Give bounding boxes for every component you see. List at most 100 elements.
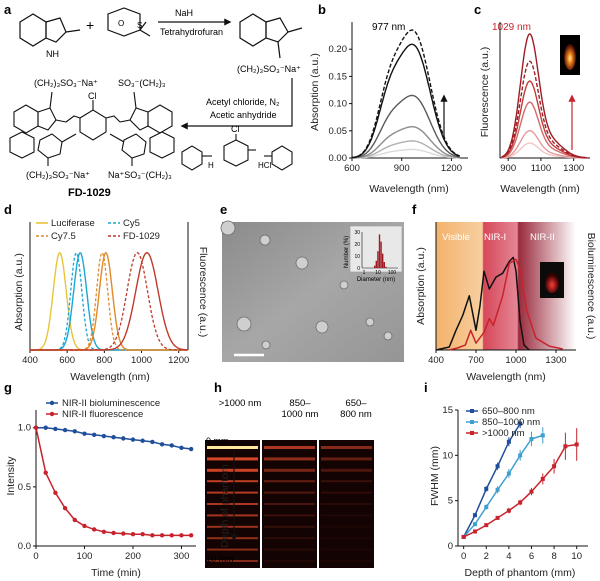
panel-e-histogram-bar [385,266,387,268]
panel-e-inset-xtick: 10 [375,270,381,276]
panel-f-vial-glow [545,273,559,293]
panel-c-ylabel: Fluorescence (a.u.) [479,47,491,137]
intermediate-structure [239,13,303,59]
phantom-stripe [321,537,372,540]
panel-h-col-2-line-1: 850– [289,398,311,409]
phantom-stripe [207,503,258,505]
panel-i-data-point [540,433,545,438]
panel-g-legend-marker [49,400,55,406]
panel-i-data-point [563,444,568,449]
panel-g-data-point [111,530,116,536]
phantom-stripe [264,480,315,483]
phantom-stripe [207,514,258,517]
phantom-stripe [207,468,258,472]
reagent-2: Acetic anhydride [210,110,277,120]
panel-i-data-point [529,489,534,494]
panel-e-tem: e 1 10 100 0 10 20 30 Number (%) Diameter (nm) [220,202,404,362]
phantom-stripe [207,446,258,449]
panel-d-spectra-chart: d 400 600 800 1000 1200 Luciferase Cy5 Cy7.5 FD… [4,202,209,383]
panel-e-histogram-bar [380,241,382,268]
panel-f-xlabel: Wavelength (nm) [466,371,546,383]
panel-g-legend-label: NIR-II bioluminescence [62,398,160,409]
phantom-stripe [264,468,315,472]
panel-g-xlabel: Time (min) [91,567,141,579]
panel-g-data-point [72,429,77,434]
panel-b-ytick-label: 0.10 [329,99,348,110]
panel-g-ytick-label: 1.0 [18,423,31,434]
linker-cl-label: Cl [231,124,240,134]
phantom-stripe [264,503,315,505]
panel-c-fluorescence-chart: c 1029 nm 900 1100 1300 Wavelength (nm) Fl… [474,2,590,195]
panel-b-series-line [352,148,460,159]
phantom-stripe [321,514,372,517]
panel-h-depth-top: 0 mm [206,436,229,446]
panel-d-absorption-line [30,251,188,351]
panel-d-emission-line [30,251,188,351]
sultone-structure [107,7,151,37]
panel-i-ytick-label: 15 [442,405,453,416]
linker-structure [181,134,293,171]
panel-i-xtick-label: 2 [484,551,489,562]
panel-b-series-line [352,126,460,159]
panel-h-phantom-images: h >1000 nm 850– 1000 nm 650– 800 nm 0 mm 1… [205,380,374,568]
panel-g-data-point [82,431,87,436]
panel-f-xtick-label: 1300 [545,355,566,366]
panel-d-axes: 400 600 800 1000 1200 [22,222,189,366]
panel-i-data-point [506,471,511,476]
reaction-arrow-2 [180,78,293,130]
panel-i-legend-marker [470,431,474,435]
panel-g-data-point [82,523,87,529]
panel-g-data-point [53,490,58,495]
panel-d-ylabel-left: Absorption (a.u.) [13,253,25,331]
indole-structure [19,13,81,47]
panel-g-data-point [111,435,116,440]
panel-f-label: f [412,202,417,217]
panel-d-xtick-label: 1200 [168,355,189,366]
panel-i-data-point [484,486,489,491]
panel-g-data-point [91,527,97,532]
panel-d-legend-label: Cy7.5 [51,231,76,242]
panel-d-xtick-label: 600 [59,355,75,366]
panel-i-ytick-label: 10 [442,450,453,461]
panel-i-xtick-label: 0 [461,551,466,562]
panel-i-series-line [463,434,544,538]
panel-h-col-3: 650– 800 nm [340,398,372,420]
panel-i-ytick-label: 5 [448,496,453,507]
panel-b-peak-annotation: 977 nm [372,22,405,33]
panel-e-label: e [220,202,227,217]
phantom-stripe [321,468,372,472]
panel-g-xtick-label: 100 [77,551,93,562]
panel-g-data-point [101,529,107,535]
thf-label: Tetrahydrofuran [160,27,223,37]
phantom-stripe [264,491,315,494]
panel-i-data-point [529,437,534,442]
phantom-stripe [321,503,372,505]
panel-c-series [501,33,587,159]
phantom-stripe [264,537,315,540]
left-bottom-chain: (CH₂)₃SO₃⁻Na⁺ [26,170,90,180]
panel-i-data-point [472,529,477,534]
panel-i-legend-label: >1000 nm [482,428,525,439]
panel-h-col-1: >1000 nm [219,398,262,409]
panel-i-label: i [424,380,428,395]
panel-i-data-point [484,505,489,510]
phantom-stripe [321,525,372,528]
panel-c-xtick-label: 900 [500,163,516,174]
panel-g-ylabel: Intensity [5,456,17,496]
panel-i-ytick-label: 0 [448,541,453,552]
phantom-stripe [207,457,258,461]
panel-d-xlabel: Wavelength (nm) [70,371,150,383]
panel-f-series [435,256,563,351]
panel-e-histogram-bar [382,253,384,268]
panel-c-xtick-label: 1100 [531,163,551,174]
panel-d-absorption-line [30,251,188,351]
panel-g-data-point [140,531,145,537]
panel-e-histogram: 1 10 100 0 10 20 30 [354,230,398,276]
panel-f-bioluminescence-line [449,258,563,351]
panel-b-absorption-chart: b 977 nm 600 900 12000.000.050.100.150.20 … [309,2,468,195]
panel-d-absorption-line [30,252,188,351]
panel-g-data-point [101,433,107,439]
panel-i-axes: 0 2 4 6 8 10 0 5 10 15 [442,405,588,562]
